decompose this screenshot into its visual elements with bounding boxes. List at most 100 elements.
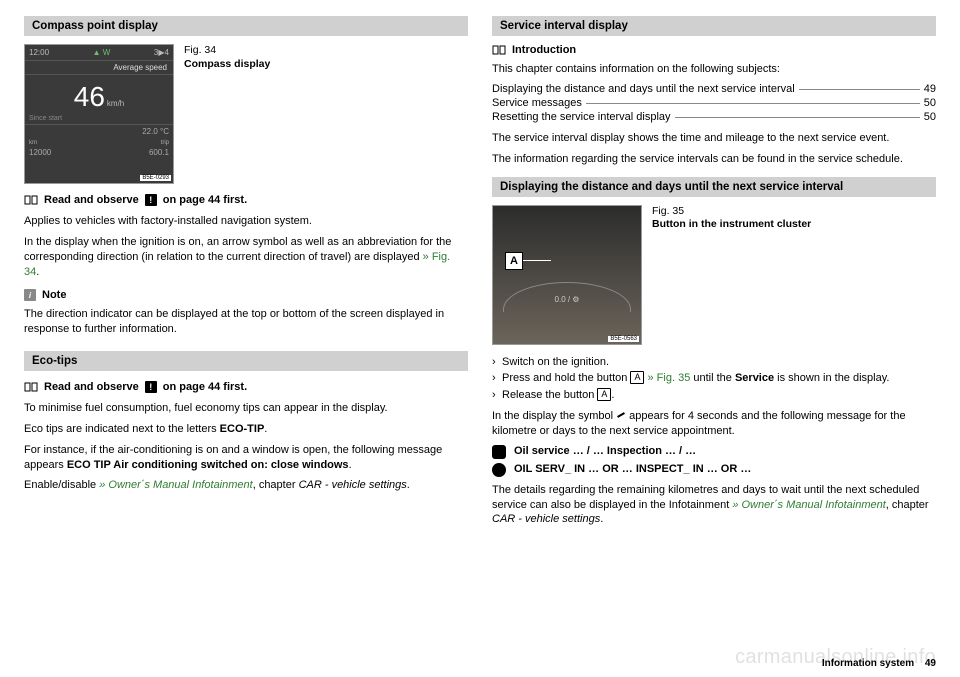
figure-34-block: 12:00 ▲ W 3▶4 Average speed 46km/h Since… (24, 44, 468, 184)
note-label: Note (42, 289, 66, 301)
footer-page: 49 (925, 658, 936, 669)
step2-ref: » Fig. 35 (644, 372, 690, 384)
introduction-label: Introduction (512, 44, 576, 56)
step3-a: Release the button (502, 389, 597, 401)
section-eco-header: Eco-tips (24, 351, 468, 371)
cd-odo-row: km trip (25, 138, 173, 148)
toc-page: 50 (924, 97, 936, 109)
cd-image-tag: B5E-0293 (140, 175, 171, 181)
toc-label: Displaying the distance and days until t… (492, 83, 795, 95)
readobs2-b: on page 44 first. (163, 381, 247, 393)
eco-p4-b: , chapter (253, 479, 299, 491)
footer-section: Information system (822, 658, 914, 669)
cd-km-label: km (29, 140, 37, 146)
cd-temp: 22.0 °C (142, 127, 169, 136)
read-observe-2: Read and observe ! on page 44 first. (24, 381, 468, 393)
toc-row: Displaying the distance and days until t… (492, 83, 936, 95)
readobs1-b: on page 44 first. (163, 194, 247, 206)
book-icon (24, 382, 38, 392)
service-p1: The service interval display shows the t… (492, 131, 936, 146)
cd-speed-value: 46 (74, 81, 105, 112)
section-compass-header: Compass point display (24, 16, 468, 36)
page-columns: Compass point display 12:00 ▲ W 3▶4 Aver… (0, 0, 960, 533)
section-service-header: Service interval display (492, 16, 936, 36)
eco-p3: For instance, if the air-conditioning is… (24, 443, 468, 473)
figure-35-caption: Fig. 35 Button in the instrument cluster (652, 205, 811, 345)
toc-page: 49 (924, 83, 936, 95)
p4-b: , chapter (886, 499, 929, 511)
compass-display-image: 12:00 ▲ W 3▶4 Average speed 46km/h Since… (24, 44, 174, 184)
book-icon (492, 45, 506, 55)
p4-c: CAR - vehicle settings (492, 513, 600, 525)
msg-bullet-square (492, 445, 506, 459)
cd-temp-row: 22.0 °C (25, 124, 173, 138)
eco-p2-b: ECO-TIP (220, 423, 265, 435)
readobs2-a: Read and observe (44, 381, 139, 393)
eco-p2: Eco tips are indicated next to the lette… (24, 422, 468, 437)
toc-label: Resetting the service interval display (492, 111, 671, 123)
section-displaying-header: Displaying the distance and days until t… (492, 177, 936, 197)
warning-icon: ! (145, 194, 157, 206)
instrument-cluster-image: A 0.0 / ⚙ B5E-0563 (492, 205, 642, 345)
step2-b: until the (690, 372, 735, 384)
step2-c: Service (735, 372, 774, 384)
msg-bullet-round (492, 463, 506, 477)
step2-a: Press and hold the button (502, 372, 630, 384)
dash-image-tag: B5E-0563 (608, 336, 639, 342)
p3-a: In the display the symbol (492, 410, 616, 422)
toc-leader (799, 89, 920, 90)
keycap-a: A (630, 371, 644, 384)
figure-34-caption: Fig. 34 Compass display (184, 44, 270, 184)
cd-avg-label: Average speed (25, 60, 173, 75)
step2-d: is shown in the display. (774, 372, 889, 384)
toc-page: 50 (924, 111, 936, 123)
compass-p2-a: In the display when the ignition is on, … (24, 236, 451, 263)
cd-odo-row2: 12000 600.1 (25, 148, 173, 159)
service-p3: In the display the symbol appears for 4 … (492, 409, 936, 439)
read-observe-1: Read and observe ! on page 44 first. (24, 194, 468, 206)
warning-icon: ! (145, 381, 157, 393)
step-3: Release the button A. (492, 388, 936, 403)
keycap-a: A (597, 388, 611, 401)
dash-badge-a: A (505, 252, 523, 270)
cd-odo: 12000 (29, 148, 51, 157)
book-icon (24, 195, 38, 205)
note-body: The direction indicator can be displayed… (24, 307, 468, 337)
eco-p2-a: Eco tips are indicated next to the lette… (24, 423, 220, 435)
fig35-title: Button in the instrument cluster (652, 218, 811, 232)
eco-p4-c: CAR - vehicle settings (299, 479, 407, 491)
fig35-num: Fig. 35 (652, 205, 811, 219)
eco-p1: To minimise fuel consumption, fuel econo… (24, 401, 468, 416)
step-1: Switch on the ignition. (492, 355, 936, 370)
readobs1-a: Read and observe (44, 194, 139, 206)
p4-ref: » Owner´s Manual Infotainment (732, 499, 885, 511)
cd-dir: ▲ W (93, 48, 111, 57)
info-icon: i (24, 289, 36, 301)
msg-text-2: OIL SERV_ IN … OR … INSPECT_ IN … OR … (514, 463, 751, 475)
msg-row-1: Oil service … / … Inspection … / … (492, 445, 936, 459)
msg-row-2: OIL SERV_ IN … OR … INSPECT_ IN … OR … (492, 463, 936, 477)
step-2: Press and hold the button A » Fig. 35 un… (492, 371, 936, 386)
right-column: Service interval display Introduction Th… (492, 16, 936, 533)
msg-text-1: Oil service … / … Inspection … / … (514, 445, 696, 457)
fig34-num: Fig. 34 (184, 44, 270, 58)
eco-p3-b: ECO TIP Air conditioning switched on: cl… (67, 459, 349, 471)
steps-list: Switch on the ignition. Press and hold t… (492, 355, 936, 404)
note-heading: i Note (24, 289, 468, 301)
compass-p2: In the display when the ignition is on, … (24, 235, 468, 280)
toc-label: Service messages (492, 97, 582, 109)
introduction-row: Introduction (492, 44, 936, 56)
page-footer: Information system 49 (822, 658, 936, 669)
compass-p1: Applies to vehicles with factory-install… (24, 214, 468, 229)
toc-row: Resetting the service interval display 5… (492, 111, 936, 123)
left-column: Compass point display 12:00 ▲ W 3▶4 Aver… (24, 16, 468, 533)
figure-35-block: A 0.0 / ⚙ B5E-0563 Fig. 35 Button in the… (492, 205, 936, 345)
cd-gear: 3▶4 (154, 48, 169, 57)
eco-p4: Enable/disable » Owner´s Manual Infotain… (24, 478, 468, 493)
toc-leader (675, 117, 920, 118)
cd-speed-unit: km/h (107, 99, 124, 108)
cd-topbar: 12:00 ▲ W 3▶4 (25, 45, 173, 60)
eco-p4-a: Enable/disable (24, 479, 99, 491)
eco-p4-ref: » Owner´s Manual Infotainment (99, 479, 252, 491)
cd-trip: 600.1 (149, 148, 169, 157)
